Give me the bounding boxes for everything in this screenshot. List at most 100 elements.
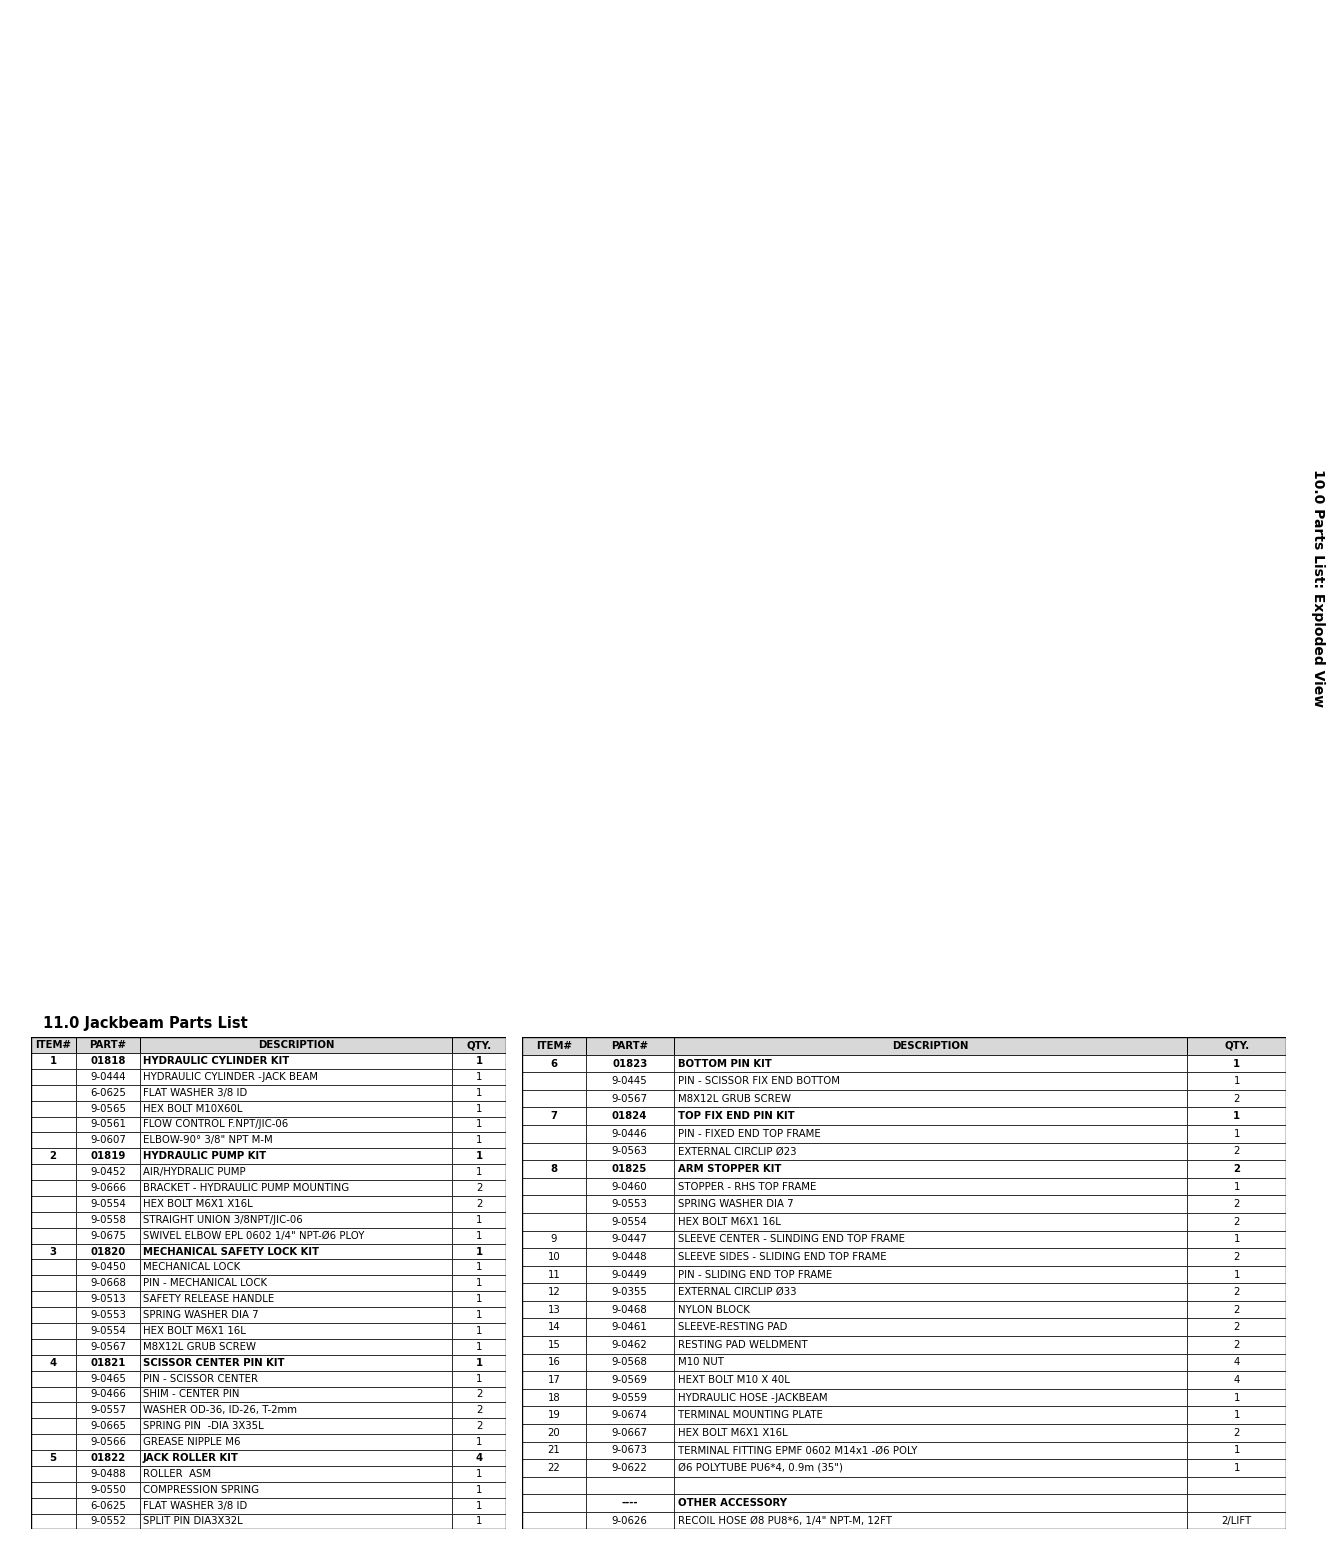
Bar xyxy=(674,1107,1187,1125)
Bar xyxy=(76,1228,140,1243)
Text: 1: 1 xyxy=(476,1088,482,1098)
Text: 2: 2 xyxy=(1233,1252,1240,1262)
Text: 1: 1 xyxy=(476,1056,482,1067)
Bar xyxy=(674,1090,1187,1107)
Text: ----: ---- xyxy=(622,1498,638,1508)
Text: 22: 22 xyxy=(548,1463,561,1472)
Bar xyxy=(1187,1372,1286,1389)
Bar xyxy=(586,1336,674,1353)
Text: 1: 1 xyxy=(476,1215,482,1224)
Bar xyxy=(452,1243,506,1260)
Bar xyxy=(452,1149,506,1164)
Text: 9-0462: 9-0462 xyxy=(611,1341,647,1350)
Bar xyxy=(674,1248,1187,1266)
Bar xyxy=(1187,1195,1286,1214)
Bar xyxy=(674,1300,1187,1319)
Text: 9-0450: 9-0450 xyxy=(90,1263,126,1272)
Text: 1: 1 xyxy=(49,1056,57,1067)
Bar xyxy=(76,1085,140,1101)
Bar xyxy=(522,1178,586,1195)
Bar xyxy=(586,1266,674,1283)
Text: STRAIGHT UNION 3/8NPT/JIC-06: STRAIGHT UNION 3/8NPT/JIC-06 xyxy=(142,1215,303,1224)
Bar xyxy=(76,1497,140,1514)
Bar xyxy=(76,1149,140,1164)
Text: 9-0675: 9-0675 xyxy=(90,1231,126,1240)
Text: 9-0665: 9-0665 xyxy=(90,1421,126,1432)
Bar xyxy=(586,1248,674,1266)
Bar xyxy=(76,1370,140,1387)
Bar xyxy=(586,1406,674,1424)
Text: 6: 6 xyxy=(550,1059,557,1068)
Text: OTHER ACCESSORY: OTHER ACCESSORY xyxy=(678,1498,787,1508)
Text: 9-0563: 9-0563 xyxy=(611,1147,647,1156)
Bar xyxy=(586,1353,674,1372)
Bar xyxy=(76,1164,140,1180)
Bar xyxy=(452,1085,506,1101)
Bar xyxy=(586,1037,674,1054)
Bar xyxy=(452,1164,506,1180)
Text: 1: 1 xyxy=(476,1135,482,1146)
Bar xyxy=(522,1054,586,1073)
Text: PIN - SCISSOR FIX END BOTTOM: PIN - SCISSOR FIX END BOTTOM xyxy=(678,1076,840,1087)
Text: 9-0449: 9-0449 xyxy=(611,1269,647,1280)
Text: HEX BOLT M6X1 16L: HEX BOLT M6X1 16L xyxy=(142,1327,246,1336)
Bar xyxy=(452,1450,506,1466)
Bar xyxy=(522,1389,586,1406)
Text: 1: 1 xyxy=(1233,1181,1240,1192)
Bar xyxy=(76,1307,140,1324)
Bar xyxy=(674,1336,1187,1353)
Text: M8X12L GRUB SCREW: M8X12L GRUB SCREW xyxy=(678,1094,791,1104)
Text: 9-0444: 9-0444 xyxy=(90,1071,126,1082)
Bar xyxy=(1187,1353,1286,1372)
Text: 10: 10 xyxy=(548,1252,561,1262)
Bar xyxy=(31,1450,76,1466)
Bar xyxy=(1187,1142,1286,1161)
Text: 9-0554: 9-0554 xyxy=(611,1217,647,1226)
Text: 20: 20 xyxy=(548,1427,561,1438)
Text: 1: 1 xyxy=(476,1342,482,1351)
Bar xyxy=(1187,1512,1286,1529)
Bar xyxy=(76,1402,140,1418)
Bar xyxy=(140,1085,452,1101)
Text: DESCRIPTION: DESCRIPTION xyxy=(258,1040,334,1050)
Bar xyxy=(140,1180,452,1197)
Bar xyxy=(1187,1248,1286,1266)
Bar xyxy=(31,1228,76,1243)
Bar xyxy=(674,1054,1187,1073)
Text: 2/LIFT: 2/LIFT xyxy=(1221,1515,1252,1526)
Bar xyxy=(452,1228,506,1243)
Text: 01823: 01823 xyxy=(613,1059,647,1068)
Text: 1: 1 xyxy=(1233,1234,1240,1245)
Text: 2: 2 xyxy=(1233,1322,1240,1333)
Bar xyxy=(1187,1054,1286,1073)
Bar xyxy=(674,1266,1187,1283)
Text: 1: 1 xyxy=(476,1104,482,1113)
Text: 2: 2 xyxy=(1233,1200,1240,1209)
Bar xyxy=(586,1372,674,1389)
Text: BOTTOM PIN KIT: BOTTOM PIN KIT xyxy=(678,1059,772,1068)
Bar xyxy=(522,1283,586,1300)
Text: Ø6 POLYTUBE PU6*4, 0.9m (35"): Ø6 POLYTUBE PU6*4, 0.9m (35") xyxy=(678,1463,843,1472)
Bar xyxy=(452,1354,506,1370)
Text: 01818: 01818 xyxy=(90,1056,126,1067)
Text: 9-0567: 9-0567 xyxy=(90,1342,126,1351)
Bar xyxy=(522,1494,586,1512)
Bar xyxy=(674,1389,1187,1406)
Text: COMPRESSION SPRING: COMPRESSION SPRING xyxy=(142,1485,259,1495)
Bar xyxy=(140,1324,452,1339)
Text: 01825: 01825 xyxy=(611,1164,647,1173)
Text: 11.0 Jackbeam Parts List: 11.0 Jackbeam Parts List xyxy=(43,1015,247,1031)
Bar xyxy=(31,1197,76,1212)
Text: 2: 2 xyxy=(1233,1341,1240,1350)
Bar xyxy=(31,1070,76,1085)
Bar xyxy=(522,1248,586,1266)
Bar xyxy=(1187,1406,1286,1424)
Text: 9-0568: 9-0568 xyxy=(611,1358,647,1367)
Text: GREASE NIPPLE M6: GREASE NIPPLE M6 xyxy=(142,1437,241,1447)
Bar xyxy=(522,1142,586,1161)
Bar xyxy=(522,1195,586,1214)
Bar xyxy=(522,1353,586,1372)
Bar xyxy=(522,1424,586,1441)
Bar xyxy=(586,1125,674,1142)
Text: 9-0554: 9-0554 xyxy=(90,1327,126,1336)
